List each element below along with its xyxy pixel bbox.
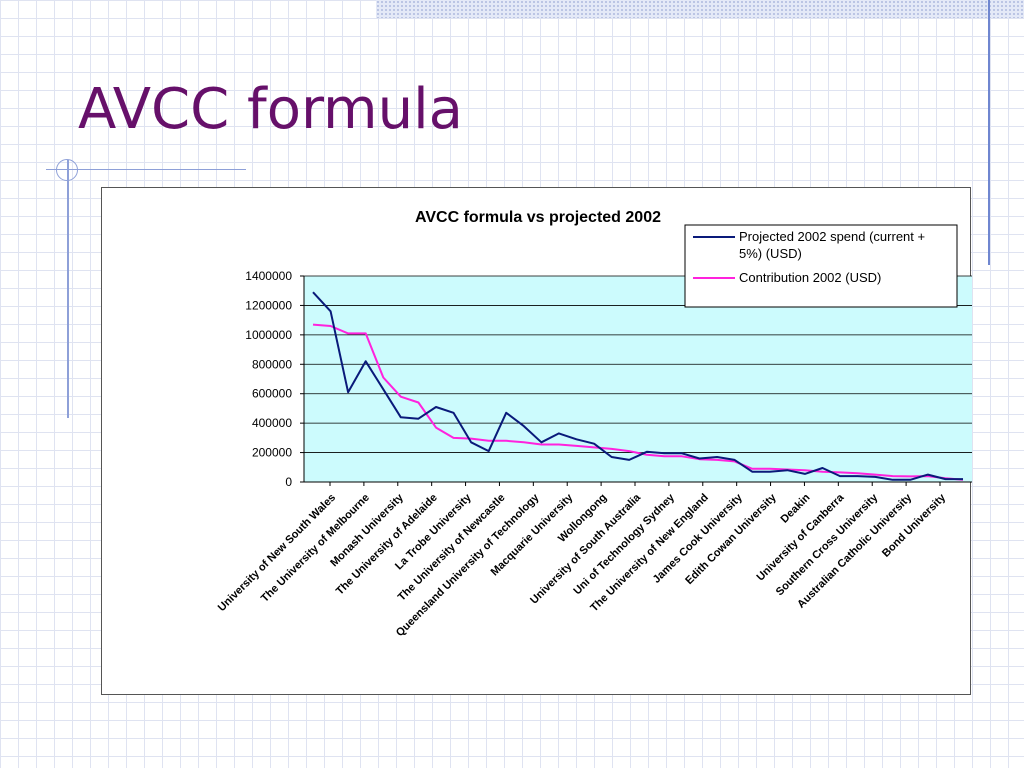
y-tick-label: 1000000: [245, 328, 292, 342]
top-dotted-band: [376, 0, 1024, 18]
y-tick-label: 800000: [252, 357, 292, 371]
y-tick-label: 1400000: [245, 269, 292, 283]
x-tick-label: University of New South Wales: [216, 492, 338, 614]
y-tick-label: 200000: [252, 446, 292, 460]
contribution-line: [312, 323, 964, 481]
y-tick-label: 1200000: [245, 298, 292, 312]
plot-background: [304, 276, 972, 482]
x-tick-label: Deakin: [779, 491, 813, 525]
legend-box: [684, 224, 958, 308]
projected-spend-line: [312, 291, 963, 481]
legend-label-projected: Projected 2002 spend (current +: [739, 229, 925, 244]
circle-ornament-icon: [56, 159, 78, 181]
left-decorative-rule: [67, 160, 69, 418]
legend-label-contribution: Contribution 2002 (USD): [739, 270, 881, 285]
legend-label-projected-cont: 5%) (USD): [739, 246, 802, 261]
y-tick-label: 0: [285, 475, 292, 489]
x-tick-label: Bond University: [880, 491, 949, 560]
chart-title: AVCC formula vs projected 2002: [415, 209, 661, 226]
y-tick-label: 600000: [252, 387, 292, 401]
y-tick-label: 400000: [252, 416, 292, 430]
right-decorative-rule: [988, 0, 990, 265]
slide-title: AVCC formula: [78, 77, 463, 142]
title-underline-rule: [46, 169, 246, 170]
